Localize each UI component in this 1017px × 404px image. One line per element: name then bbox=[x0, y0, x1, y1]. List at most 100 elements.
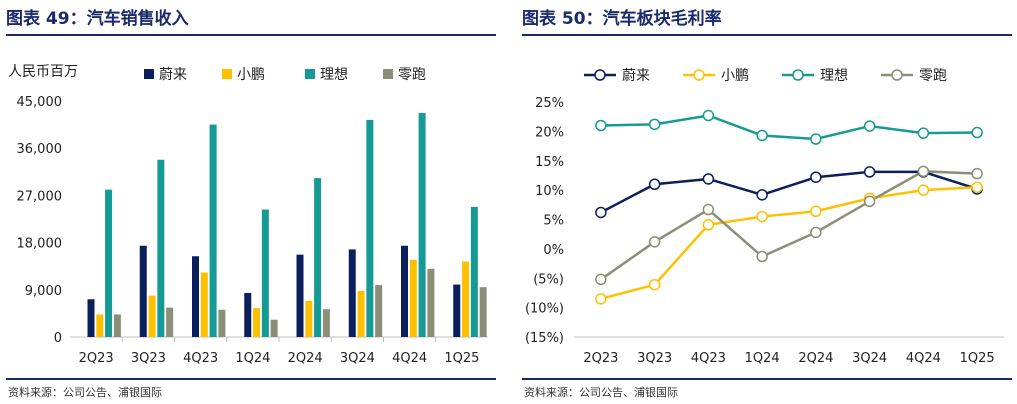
bar-零跑-3Q23 bbox=[166, 307, 174, 337]
bar-理想-2Q24 bbox=[314, 178, 322, 337]
point-零跑-4Q23 bbox=[702, 203, 715, 216]
y-tick-label: (10%) bbox=[525, 302, 564, 317]
bar-蔚来-4Q24 bbox=[401, 245, 408, 337]
bar-零跑-4Q23 bbox=[218, 309, 226, 337]
bar-理想-4Q23 bbox=[209, 124, 217, 337]
y-tick-label: 15% bbox=[535, 155, 564, 170]
point-零跑-1Q24 bbox=[756, 250, 768, 263]
point-零跑-1Q25 bbox=[971, 167, 983, 180]
bar-小鹏-2Q24 bbox=[305, 300, 313, 337]
point-零跑-3Q24 bbox=[863, 195, 876, 208]
y-tick-label: 20% bbox=[535, 125, 564, 140]
y-tick-label: 9,000 bbox=[25, 284, 62, 299]
legend-label: 理想 bbox=[820, 68, 848, 84]
footer-divider bbox=[6, 378, 496, 380]
bar-理想-4Q24 bbox=[418, 113, 426, 337]
revenue-bar-chart: 人民币百万 0 9,000 18,000 27,000 36,000 45,000 2Q23 3… bbox=[8, 64, 488, 366]
legend-label: 蔚来 bbox=[622, 68, 650, 84]
y-tick-label: 5% bbox=[543, 214, 564, 229]
bar-零跑-1Q25 bbox=[479, 287, 487, 337]
bar-蔚来-1Q24 bbox=[244, 292, 252, 337]
x-tick-label: 3Q23 bbox=[131, 351, 166, 366]
x-tick-label: 1Q25 bbox=[444, 351, 479, 366]
x-tick-label: 2Q24 bbox=[798, 351, 833, 366]
point-理想-3Q23 bbox=[648, 118, 661, 131]
gross-margin-panel: 图表 50：汽车板块毛利率 (15%) (10%) (5%) 0% 5% 10% 15% 20… bbox=[516, 0, 1016, 404]
bar-小鹏-1Q24 bbox=[253, 308, 261, 337]
legend-swatch bbox=[144, 69, 154, 79]
point-小鹏-1Q24 bbox=[756, 210, 768, 223]
bar-理想-1Q24 bbox=[261, 209, 269, 337]
series-line-蔚来 bbox=[600, 170, 978, 214]
point-小鹏-4Q24 bbox=[917, 184, 930, 196]
footer-divider bbox=[522, 378, 1012, 380]
y-tick-label: 0 bbox=[54, 331, 62, 346]
bar-蔚来-2Q23 bbox=[87, 299, 95, 337]
source-note: 资料来源：公司公告、浦银国际 bbox=[8, 386, 162, 399]
x-tick-label: 2Q24 bbox=[288, 351, 323, 366]
x-tick-label: 1Q24 bbox=[235, 351, 270, 366]
bar-蔚来-1Q25 bbox=[453, 284, 461, 337]
bar-小鹏-2Q23 bbox=[96, 314, 104, 337]
source-note: 资料来源：公司公告、浦银国际 bbox=[524, 386, 678, 399]
bar-小鹏-4Q23 bbox=[200, 272, 208, 337]
series-line-零跑 bbox=[600, 170, 978, 281]
bar-零跑-2Q24 bbox=[322, 309, 330, 337]
bar-蔚来-3Q24 bbox=[348, 249, 356, 337]
legend-swatch bbox=[305, 69, 315, 79]
point-蔚来-1Q24 bbox=[756, 189, 768, 201]
series-line-小鹏 bbox=[600, 185, 978, 301]
x-tick-label: 4Q23 bbox=[691, 351, 726, 366]
legend-swatch bbox=[383, 69, 393, 79]
bar-理想-3Q24 bbox=[366, 119, 374, 337]
chart-title: 图表 50：汽车板块毛利率 bbox=[522, 9, 722, 29]
x-tick-label: 1Q25 bbox=[960, 351, 995, 366]
point-小鹏-3Q23 bbox=[648, 278, 661, 291]
x-tick-label: 3Q24 bbox=[340, 351, 375, 366]
y-tick-label: 27,000 bbox=[17, 189, 63, 204]
y-tick-label: 0% bbox=[543, 243, 564, 258]
bar-蔚来-4Q23 bbox=[192, 256, 199, 337]
point-理想-1Q24 bbox=[756, 129, 768, 142]
legend-marker bbox=[891, 69, 903, 81]
bar-理想-3Q23 bbox=[157, 159, 165, 337]
point-零跑-3Q23 bbox=[648, 236, 661, 248]
x-tick-label: 4Q23 bbox=[183, 351, 218, 366]
y-tick-label: 45,000 bbox=[17, 95, 63, 110]
bar-零跑-4Q24 bbox=[427, 268, 435, 337]
x-tick-label: 3Q24 bbox=[852, 351, 887, 366]
legend-marker bbox=[693, 69, 705, 81]
title-divider bbox=[6, 34, 496, 36]
legend-label: 零跑 bbox=[398, 67, 426, 83]
title-divider bbox=[522, 34, 1012, 36]
bar-小鹏-3Q24 bbox=[357, 290, 365, 337]
point-理想-3Q24 bbox=[863, 120, 876, 132]
legend-swatch bbox=[222, 69, 232, 79]
point-零跑-2Q23 bbox=[595, 273, 607, 286]
y-tick-label: 25% bbox=[535, 96, 564, 111]
point-小鹏-2Q23 bbox=[595, 293, 607, 305]
margin-line-chart: (15%) (10%) (5%) 0% 5% 10% 15% 20% 25% 2Q23 3Q23 4Q… bbox=[525, 68, 1004, 366]
point-理想-4Q24 bbox=[917, 127, 930, 139]
bar-理想-1Q25 bbox=[470, 206, 478, 337]
y-tick-label: 36,000 bbox=[17, 142, 63, 157]
legend-label: 零跑 bbox=[919, 68, 947, 84]
point-零跑-2Q24 bbox=[810, 226, 822, 239]
bar-零跑-2Q23 bbox=[113, 314, 121, 337]
bar-蔚来-3Q23 bbox=[139, 245, 147, 337]
point-蔚来-3Q23 bbox=[648, 178, 661, 190]
y-tick-label: 10% bbox=[535, 184, 564, 199]
point-蔚来-2Q24 bbox=[810, 171, 822, 183]
point-小鹏-2Q24 bbox=[810, 205, 822, 218]
bar-理想-2Q23 bbox=[105, 189, 113, 337]
legend-marker bbox=[594, 69, 606, 81]
point-小鹏-4Q23 bbox=[702, 219, 715, 231]
bar-小鹏-1Q25 bbox=[462, 261, 470, 337]
point-理想-2Q24 bbox=[810, 133, 822, 145]
legend-label: 小鹏 bbox=[721, 68, 749, 84]
bar-蔚来-2Q24 bbox=[296, 254, 304, 337]
legend-label: 理想 bbox=[320, 67, 348, 83]
x-tick-label: 3Q23 bbox=[637, 351, 672, 366]
x-tick-label: 1Q24 bbox=[745, 351, 780, 366]
bar-小鹏-4Q24 bbox=[409, 259, 417, 337]
